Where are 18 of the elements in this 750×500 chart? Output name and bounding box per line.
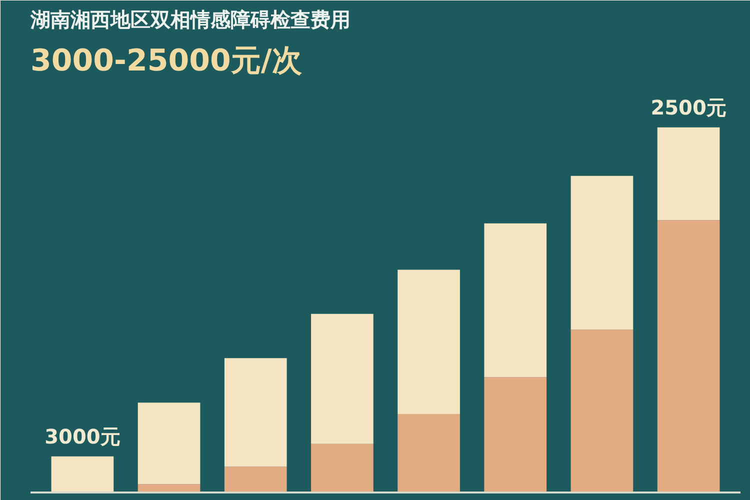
- text: 3000元: [44, 424, 120, 448]
- bar: [398, 270, 460, 414]
- bar: [484, 223, 547, 378]
- bar: [484, 377, 547, 492]
- bar: [224, 466, 287, 492]
- bar: [51, 456, 114, 492]
- text: 2500元: [650, 95, 726, 120]
- bar: [398, 414, 460, 492]
- bar: [224, 358, 287, 467]
- chart-subtitle: 3000-25000元/次: [30, 44, 302, 78]
- bar: [311, 444, 374, 492]
- bar: [138, 402, 200, 484]
- bar: [657, 127, 720, 220]
- bar: [311, 314, 374, 444]
- bar: [570, 176, 634, 330]
- bar: [570, 330, 634, 492]
- bar: [657, 220, 720, 492]
- chart-title: 湖南湘西地区双相情感障碍检查费用: [30, 8, 350, 32]
